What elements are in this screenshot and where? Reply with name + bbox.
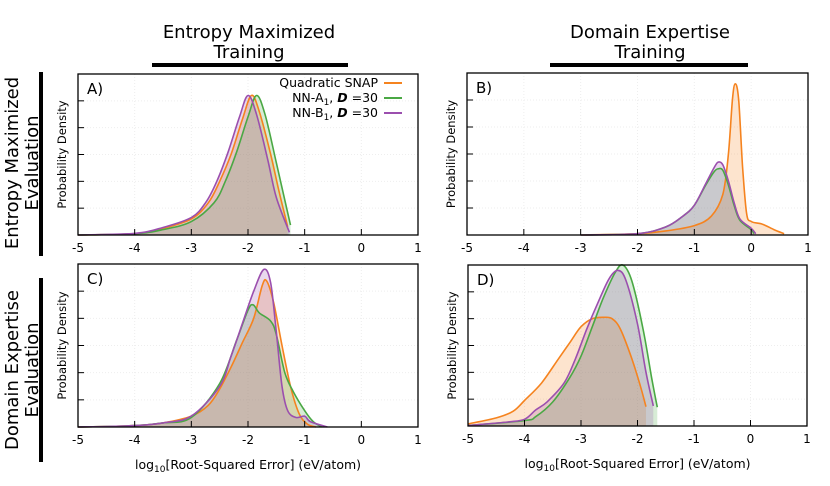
x-tick-label: 0: [358, 433, 366, 447]
series-fill-1: [78, 95, 291, 235]
series-line-0: [580, 82, 785, 236]
y-axis-label: Probability Density: [445, 291, 459, 399]
panel-b: -5 -4 -3 -2 -1 0 1 B) Probability Density: [444, 72, 812, 255]
series-fill-1: [468, 264, 658, 426]
x-tick-label: 1: [804, 241, 812, 255]
row-header-top-bar: [39, 72, 43, 256]
panel-c: -5 -4 -3 -2 -1 0 1 C) Probability Density log10[R…: [55, 263, 422, 475]
x-tick-label: -4: [518, 241, 530, 255]
series-fill-0: [78, 95, 288, 235]
row-header-bottom-bar: [39, 278, 43, 462]
column-header-left-line1: Entropy Maximized: [163, 22, 335, 43]
column-header-right-line1: Domain Expertise: [570, 22, 730, 43]
x-tick-label: 1: [414, 433, 422, 447]
series-line-2: [467, 269, 655, 427]
x-tick-label: -1: [299, 433, 311, 447]
row-header-bottom: Domain Expertise Evaluation: [2, 278, 43, 462]
series-line-0: [77, 278, 317, 428]
legend-item: NN-A1, D =30: [292, 90, 402, 108]
row-header-top: Entropy Maximized Evaluation: [2, 72, 43, 256]
panel-a: -5 -4 -3 -2 -1 0 1 A) Probability Density: [55, 73, 422, 255]
x-tick-label: -5: [72, 241, 84, 255]
x-tick-label: -4: [129, 433, 141, 447]
row-header-bottom-line2: Evaluation: [22, 323, 43, 418]
y-axis-label: Probability Density: [55, 291, 69, 399]
x-tick-label: -2: [632, 432, 644, 446]
column-header-right: Domain Expertise Training: [550, 22, 748, 67]
x-tick-label: -5: [461, 241, 473, 255]
series-line-2: [580, 161, 757, 236]
panel-label: C): [87, 270, 103, 288]
x-tick-label: -5: [462, 432, 474, 446]
column-header-left: Entropy Maximized Training: [152, 22, 348, 67]
series-fill-2: [580, 161, 756, 235]
series-fill-0: [580, 83, 785, 235]
series-fill-2: [468, 270, 654, 426]
y-axis-label: Probability Density: [55, 100, 69, 208]
row-header-bottom-line1: Domain Expertise: [2, 290, 23, 450]
x-tick-label: -1: [688, 432, 700, 446]
panel-d: -5 -4 -3 -2 -1 0 1 D) Probability Density log10[R…: [445, 263, 811, 474]
x-axis-label: log10[Root-Squared Error] (eV/atom): [524, 456, 750, 474]
series-line-1: [467, 263, 659, 427]
panel-label: D): [477, 271, 494, 289]
legend-label: NN-A1, D =30: [292, 90, 378, 108]
series-line-1: [77, 94, 292, 236]
x-tick-label: -4: [519, 432, 531, 446]
row-header-top-line2: Evaluation: [22, 116, 43, 211]
x-tick-label: 0: [747, 241, 755, 255]
y-axis-label: Probability Density: [444, 100, 458, 208]
legend-item: Quadratic SNAP: [279, 75, 402, 90]
legend-item: NN-B1, D =30: [292, 105, 402, 123]
legend-label: Quadratic SNAP: [279, 75, 378, 90]
series-line-0: [467, 316, 647, 425]
x-tick-label: -2: [242, 241, 254, 255]
series-fill-2: [78, 269, 328, 427]
x-tick-label: -1: [299, 241, 311, 255]
x-tick-label: -5: [72, 433, 84, 447]
x-tick-label: -1: [688, 241, 700, 255]
series-line-2: [77, 94, 291, 236]
panel-label: A): [87, 80, 103, 98]
x-tick-label: 0: [358, 241, 366, 255]
series-fill-0: [78, 279, 316, 427]
x-tick-label: -3: [575, 241, 587, 255]
legend-label: NN-B1, D =30: [292, 105, 378, 123]
x-tick-label: 1: [803, 432, 811, 446]
series-fill-2: [78, 95, 290, 235]
column-header-right-line2: Training: [613, 42, 685, 63]
x-tick-label: -2: [632, 241, 644, 255]
row-header-top-line1: Entropy Maximized: [2, 77, 23, 249]
series-fill-1: [580, 168, 754, 235]
x-axis-label: log10[Root-Squared Error] (eV/atom): [135, 457, 361, 475]
x-tick-label: -4: [129, 241, 141, 255]
x-tick-label: 0: [747, 432, 755, 446]
x-tick-label: -3: [185, 433, 197, 447]
series-fill-1: [78, 304, 322, 427]
column-header-left-line2: Training: [212, 42, 284, 63]
x-tick-label: -3: [575, 432, 587, 446]
x-tick-label: 1: [414, 241, 422, 255]
series-line-1: [77, 303, 323, 428]
series-line-2: [77, 268, 328, 428]
x-tick-label: -3: [185, 241, 197, 255]
series-fill-0: [468, 317, 646, 426]
panel-label: B): [476, 79, 492, 97]
column-header-right-bar: [550, 63, 748, 67]
column-header-left-bar: [152, 63, 348, 67]
x-tick-label: -2: [242, 433, 254, 447]
